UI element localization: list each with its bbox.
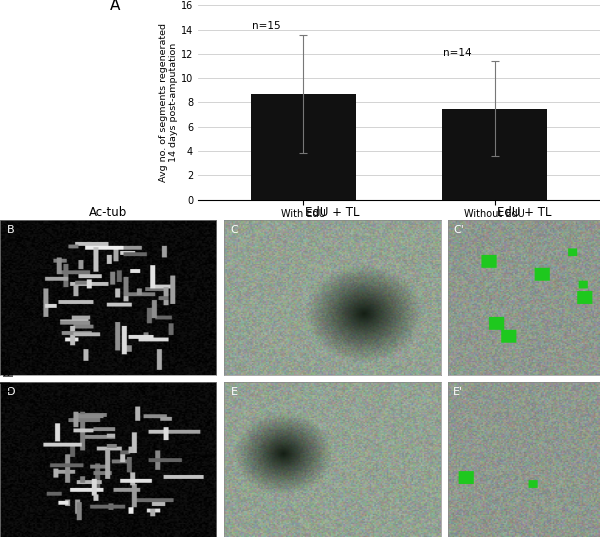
Text: B: B bbox=[7, 224, 14, 235]
Bar bbox=[442, 108, 547, 200]
Text: C: C bbox=[231, 224, 238, 235]
Title: EdU + TL: EdU + TL bbox=[305, 206, 360, 219]
Text: C': C' bbox=[453, 224, 464, 235]
Y-axis label: Avg no. of segments regenerated
14 days post-amputation: Avg no. of segments regenerated 14 days … bbox=[158, 23, 178, 182]
Text: n=14: n=14 bbox=[443, 48, 472, 57]
Text: E': E' bbox=[453, 387, 463, 397]
Text: D: D bbox=[7, 387, 15, 397]
Title: EdU + TL: EdU + TL bbox=[497, 206, 551, 219]
Text: 14d p.a.: 14d p.a. bbox=[1, 354, 14, 403]
Title: Ac-tub: Ac-tub bbox=[89, 206, 127, 219]
Text: n=15: n=15 bbox=[251, 21, 280, 31]
Text: A: A bbox=[110, 0, 120, 12]
Bar bbox=[251, 94, 356, 200]
Text: E: E bbox=[231, 387, 238, 397]
